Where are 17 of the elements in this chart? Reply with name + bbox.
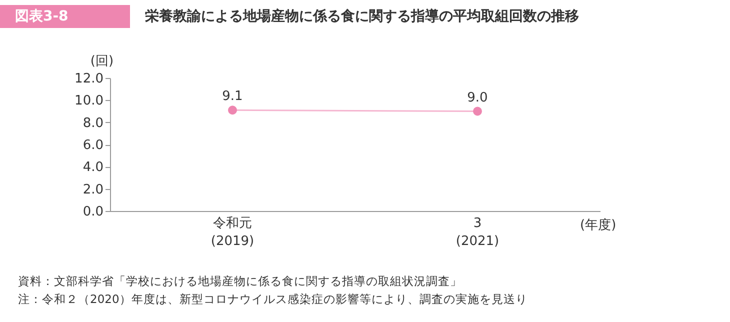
y-tick-label: 6.0 <box>82 138 104 153</box>
chart-subtitle: 栄養教諭による地場産物に係る食に関する指導の平均取組回数の推移 <box>145 8 579 24</box>
x-tick-label: 3 (2021) <box>456 216 500 249</box>
x-axis-title: (年度) <box>580 217 616 233</box>
text: 資料：文部科学省「学校における地場産物に係る食に関する指導の取組状況調査」 <box>18 274 462 288</box>
y-axis-title: (回) <box>90 54 114 69</box>
x-tick-label: 令和元 (2019) <box>210 216 254 249</box>
y-tick-label: 0.0 <box>82 204 104 220</box>
text: 注：令和２（2020）年度は、新型コロナウイルス感染症の影響等により、調査の実施を見送り <box>18 292 528 306</box>
data-label: 9.1 <box>222 89 243 104</box>
data-label: 9.0 <box>467 90 488 106</box>
y-tick-label: 2.0 <box>82 182 104 198</box>
chart-title: 図表3-8 <box>15 8 68 24</box>
y-tick-label: 10.0 <box>74 94 104 109</box>
y-tick-label: 8.0 <box>82 116 104 131</box>
y-tick-label: 12.0 <box>74 72 104 86</box>
y-tick-label: 4.0 <box>82 160 104 176</box>
